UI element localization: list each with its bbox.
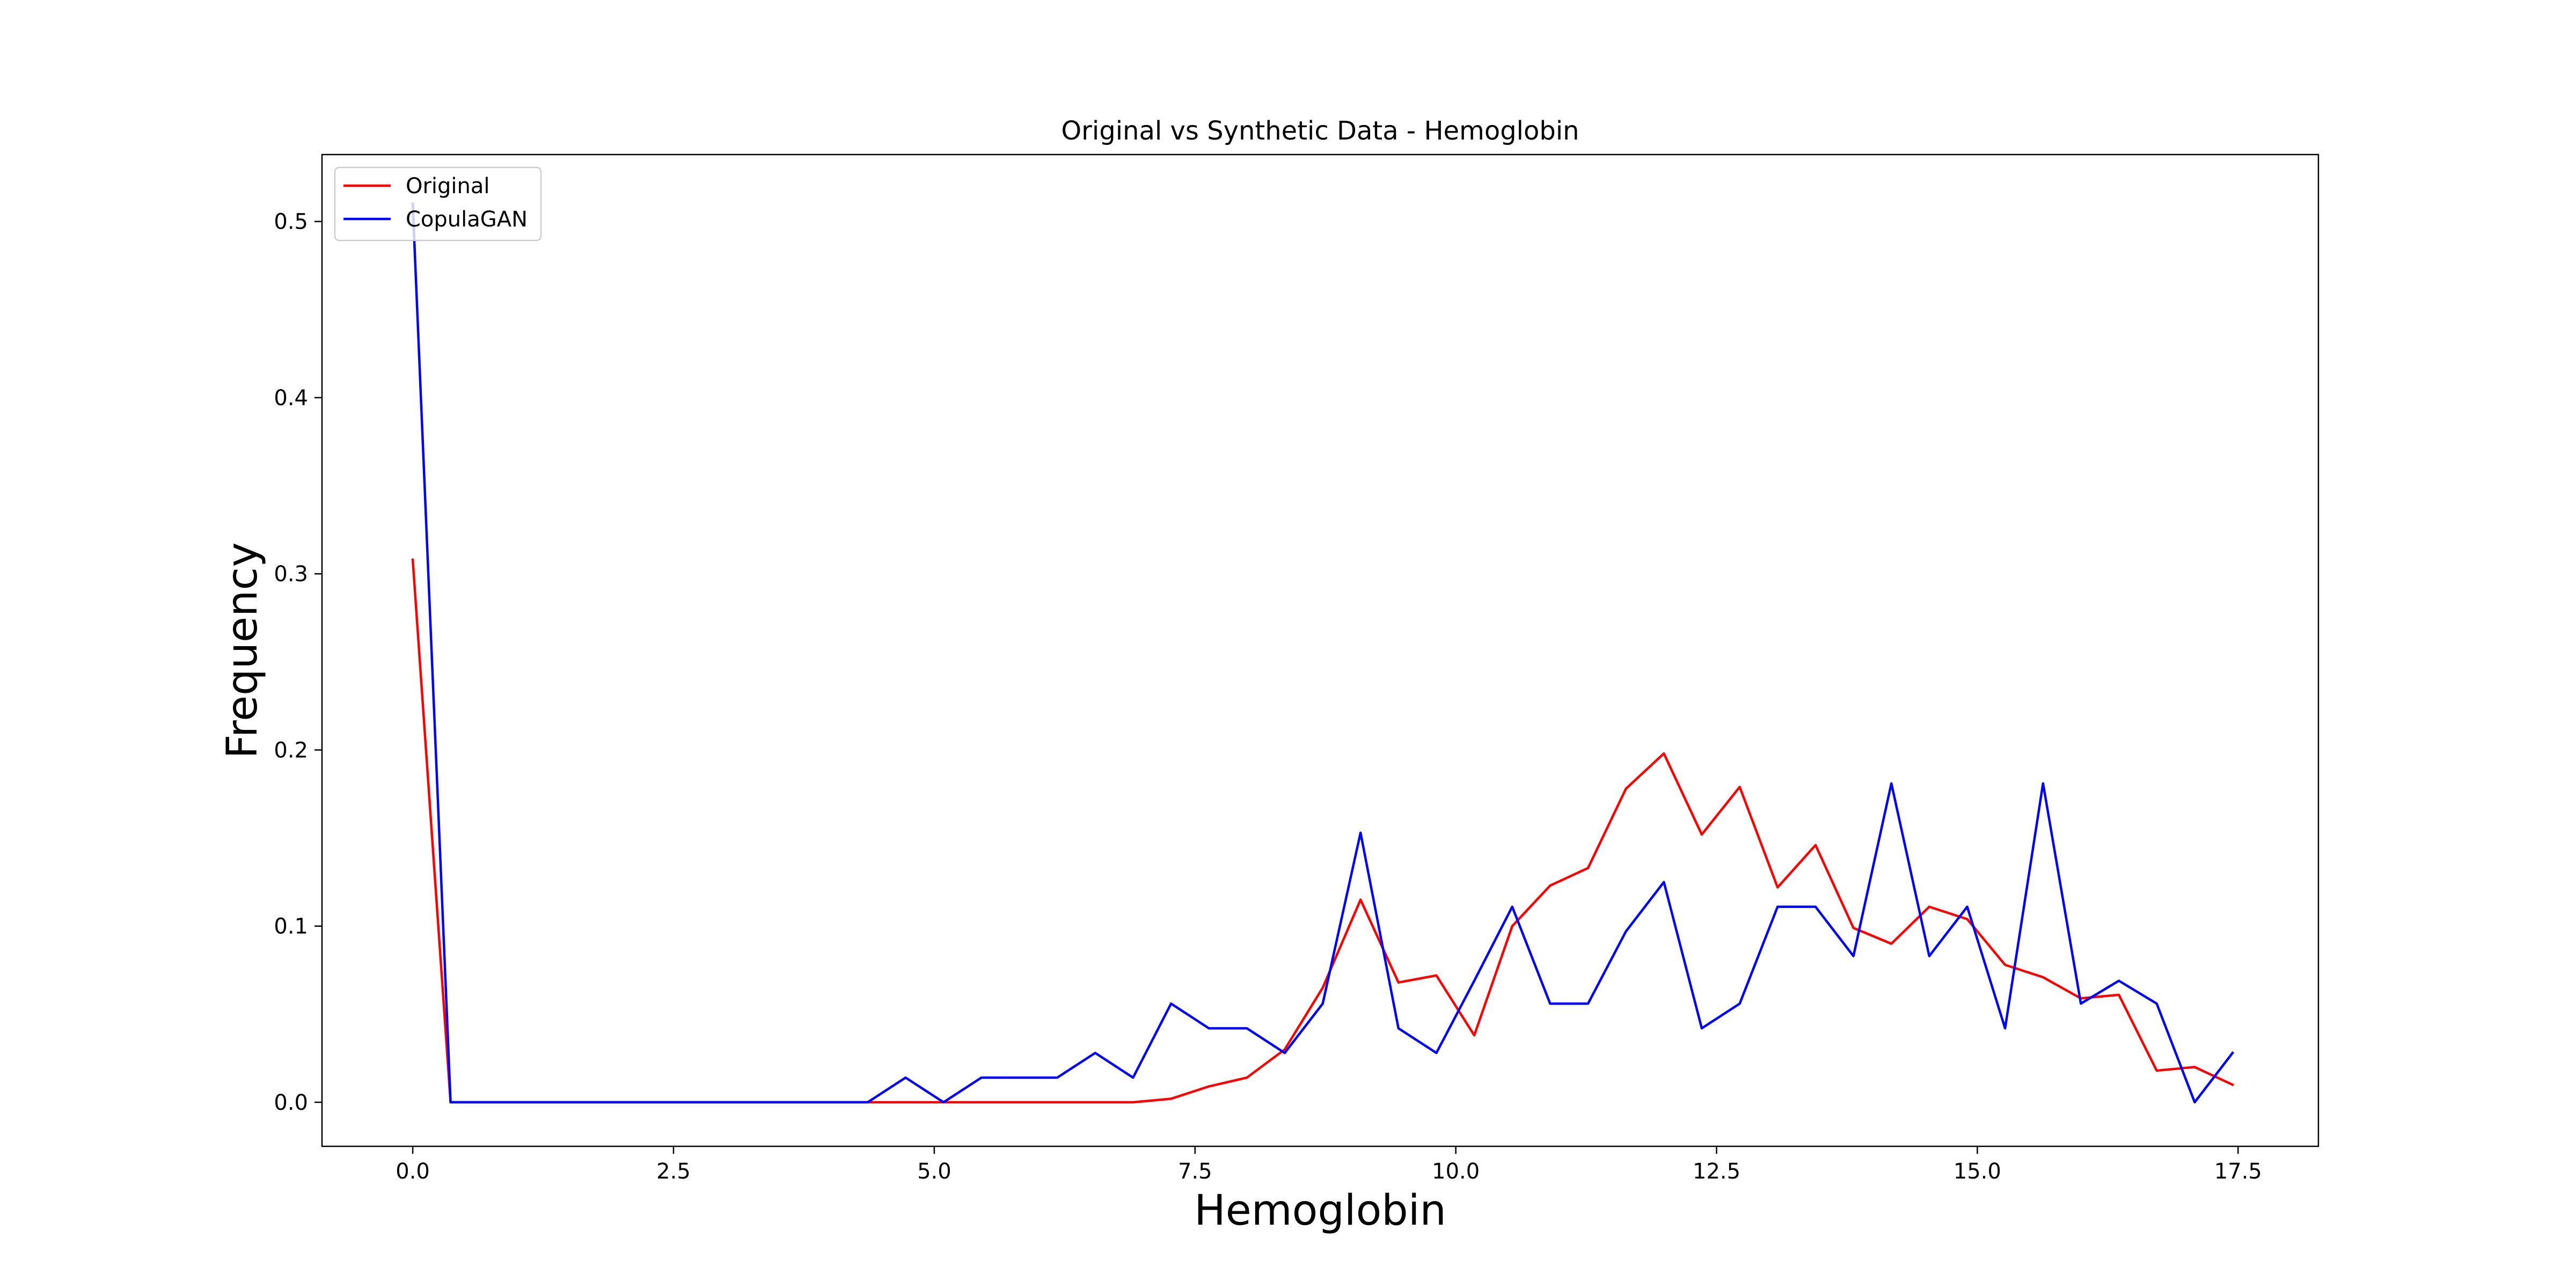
y-axis-ticks: 0.0 0.1 0.2 0.3 0.4 0.5 — [274, 210, 322, 1115]
x-tick-label: 15.0 — [1953, 1159, 2001, 1184]
series-layer — [411, 202, 2235, 1104]
x-tick-label: 2.5 — [656, 1159, 691, 1184]
x-tick-label: 7.5 — [1178, 1159, 1212, 1184]
x-tick-label: 17.5 — [2214, 1159, 2262, 1184]
y-tick-label: 0.1 — [274, 914, 308, 939]
y-tick-label: 0.0 — [274, 1091, 308, 1115]
legend-label-original: Original — [406, 174, 490, 199]
x-tick-label: 0.0 — [396, 1159, 430, 1184]
legend: Original CopulaGAN — [334, 166, 542, 241]
legend-label-copulagan: CopulaGAN — [406, 207, 528, 232]
plot-area — [322, 155, 2318, 1146]
y-tick-label: 0.5 — [274, 210, 308, 235]
x-axis-label: Hemoglobin — [1194, 1187, 1446, 1235]
y-tick-label: 0.2 — [274, 738, 308, 763]
chart-title: Original vs Synthetic Data - Hemoglobin — [1061, 116, 1579, 146]
y-tick-label: 0.4 — [274, 386, 308, 411]
series-line-copulagan — [411, 202, 2235, 1104]
y-tick-label: 0.3 — [274, 562, 308, 587]
x-axis-ticks: 0.0 2.5 5.0 7.5 10.0 12.5 15.0 17.5 — [396, 1146, 2262, 1184]
plot-frame — [321, 153, 2319, 1147]
x-tick-label: 5.0 — [917, 1159, 952, 1184]
y-axis-label: Frequency — [218, 543, 267, 759]
x-tick-label: 10.0 — [1432, 1159, 1480, 1184]
x-tick-label: 12.5 — [1693, 1159, 1740, 1184]
